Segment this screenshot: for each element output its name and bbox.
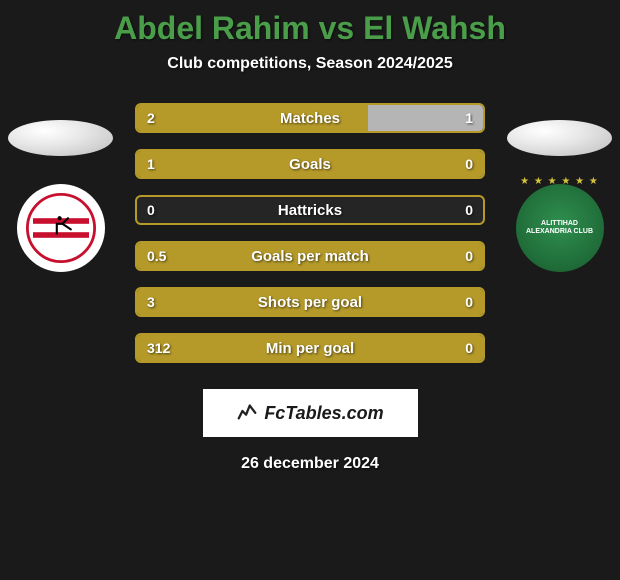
stat-bar-right-value: 0 [465,197,473,223]
stat-bar-left-fill [137,289,483,315]
player-right-column: ★ ★ ★ ★ ★ ★ ALITTIHAD ALEXANDRIA CLUB [507,120,612,272]
fctables-logo-icon [236,400,258,427]
stat-bar-label: Hattricks [137,197,483,223]
stat-bar-row: Goals per match0.50 [135,241,485,271]
footer-date: 26 december 2024 [0,455,620,473]
footer-brand-text: FcTables.com [264,403,383,424]
stat-bar-row: Shots per goal30 [135,287,485,317]
club-right-text: ALITTIHAD ALEXANDRIA CLUB [526,220,593,237]
page-subtitle: Club competitions, Season 2024/2025 [0,55,620,103]
club-stars-icon: ★ ★ ★ ★ ★ ★ [516,176,604,187]
player-left-club-badge [17,184,105,272]
stat-bar-left-value: 0 [147,197,155,223]
stat-bar-left-fill [137,243,483,269]
stat-bar-left-fill [137,151,483,177]
stat-bar-left-fill [137,105,368,131]
stat-bar-left-fill [137,335,483,361]
stat-bar-row: Hattricks0 0 [135,195,485,225]
player-right-club-badge: ★ ★ ★ ★ ★ ★ ALITTIHAD ALEXANDRIA CLUB [516,184,604,272]
zamalek-badge-icon [26,193,96,263]
footer-brand-badge: FcTables.com [203,389,418,437]
stat-bar-row: Goals10 [135,149,485,179]
stat-bar-right-fill [368,105,483,131]
player-right-avatar-placeholder [507,120,612,156]
stat-bar-row: Matches21 [135,103,485,133]
player-left-avatar-placeholder [8,120,113,156]
comparison-bars-container: Matches21 Goals10 Hattricks0 0 Goals per mat… [135,103,485,363]
player-left-column [8,120,113,272]
page-title: Abdel Rahim vs El Wahsh [0,0,620,55]
stat-bar-row: Min per goal3120 [135,333,485,363]
